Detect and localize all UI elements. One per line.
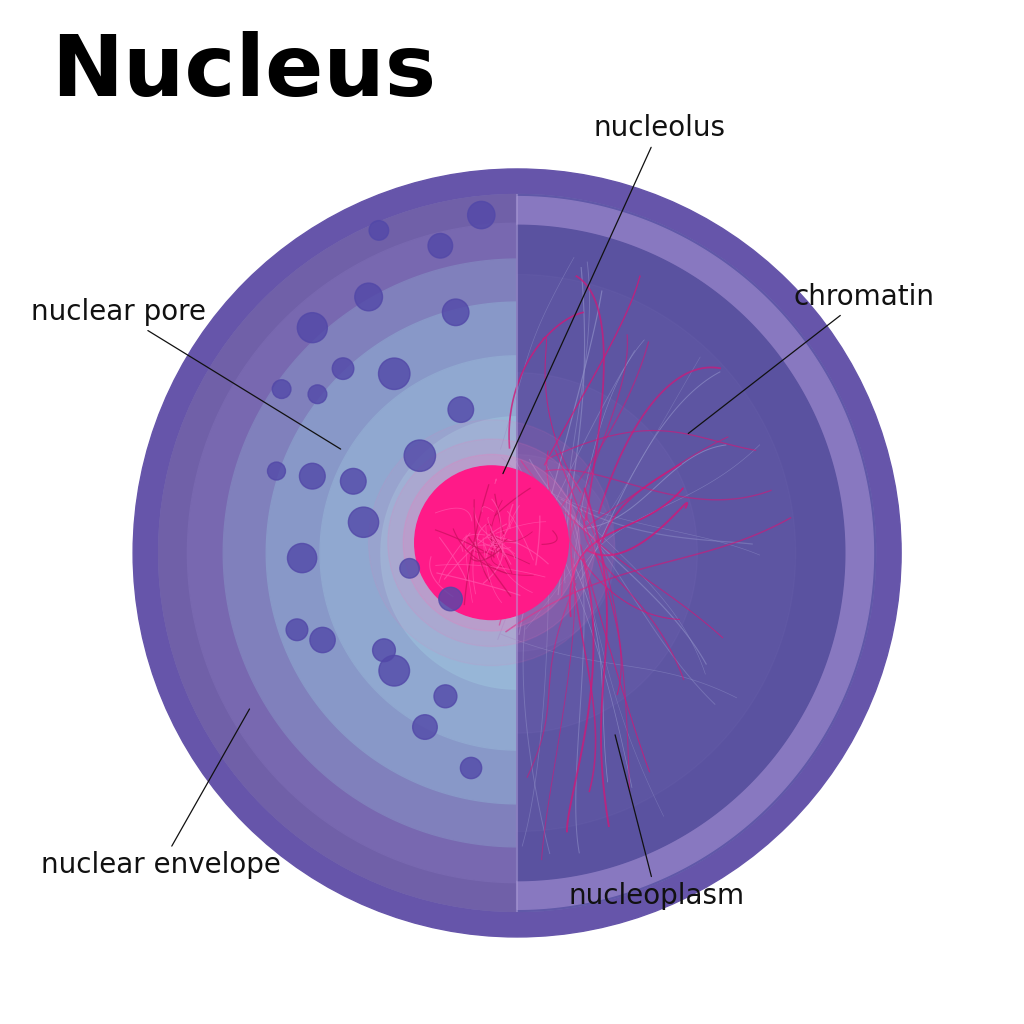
Circle shape [434,685,457,708]
Circle shape [461,758,481,778]
Polygon shape [517,225,845,881]
Text: nuclear envelope: nuclear envelope [41,709,281,880]
Circle shape [428,233,453,258]
Circle shape [379,655,410,686]
Circle shape [369,420,614,666]
Polygon shape [517,195,876,911]
Circle shape [310,628,335,652]
Circle shape [340,468,367,495]
Polygon shape [266,302,517,804]
Circle shape [348,507,379,538]
Circle shape [369,220,389,241]
Text: nucleoplasm: nucleoplasm [568,735,744,910]
Text: nucleolus: nucleolus [503,114,726,474]
Circle shape [404,440,435,471]
Circle shape [159,195,876,911]
Circle shape [299,463,326,489]
Circle shape [403,455,580,631]
Polygon shape [517,455,615,651]
Circle shape [288,544,316,572]
Circle shape [468,202,495,228]
Circle shape [297,312,328,343]
Circle shape [308,385,327,403]
Text: chromatin: chromatin [688,283,935,433]
Circle shape [379,358,410,389]
Circle shape [439,588,462,610]
Polygon shape [223,259,517,847]
Circle shape [449,397,473,422]
Polygon shape [517,197,873,909]
Circle shape [399,558,420,579]
Polygon shape [159,195,517,911]
Polygon shape [381,417,517,689]
Circle shape [413,715,437,739]
Polygon shape [517,274,796,831]
Polygon shape [453,488,517,617]
Circle shape [354,283,383,311]
Circle shape [442,299,469,326]
Text: Nucleus: Nucleus [51,31,436,114]
Circle shape [332,357,354,380]
Text: nuclear pore: nuclear pore [31,298,341,450]
Circle shape [373,639,395,662]
Circle shape [272,380,291,398]
Polygon shape [321,355,517,750]
Circle shape [388,439,595,646]
Circle shape [267,462,286,480]
Polygon shape [187,223,517,883]
Circle shape [415,466,568,620]
Circle shape [286,618,308,641]
Circle shape [133,169,901,937]
Polygon shape [517,373,697,733]
